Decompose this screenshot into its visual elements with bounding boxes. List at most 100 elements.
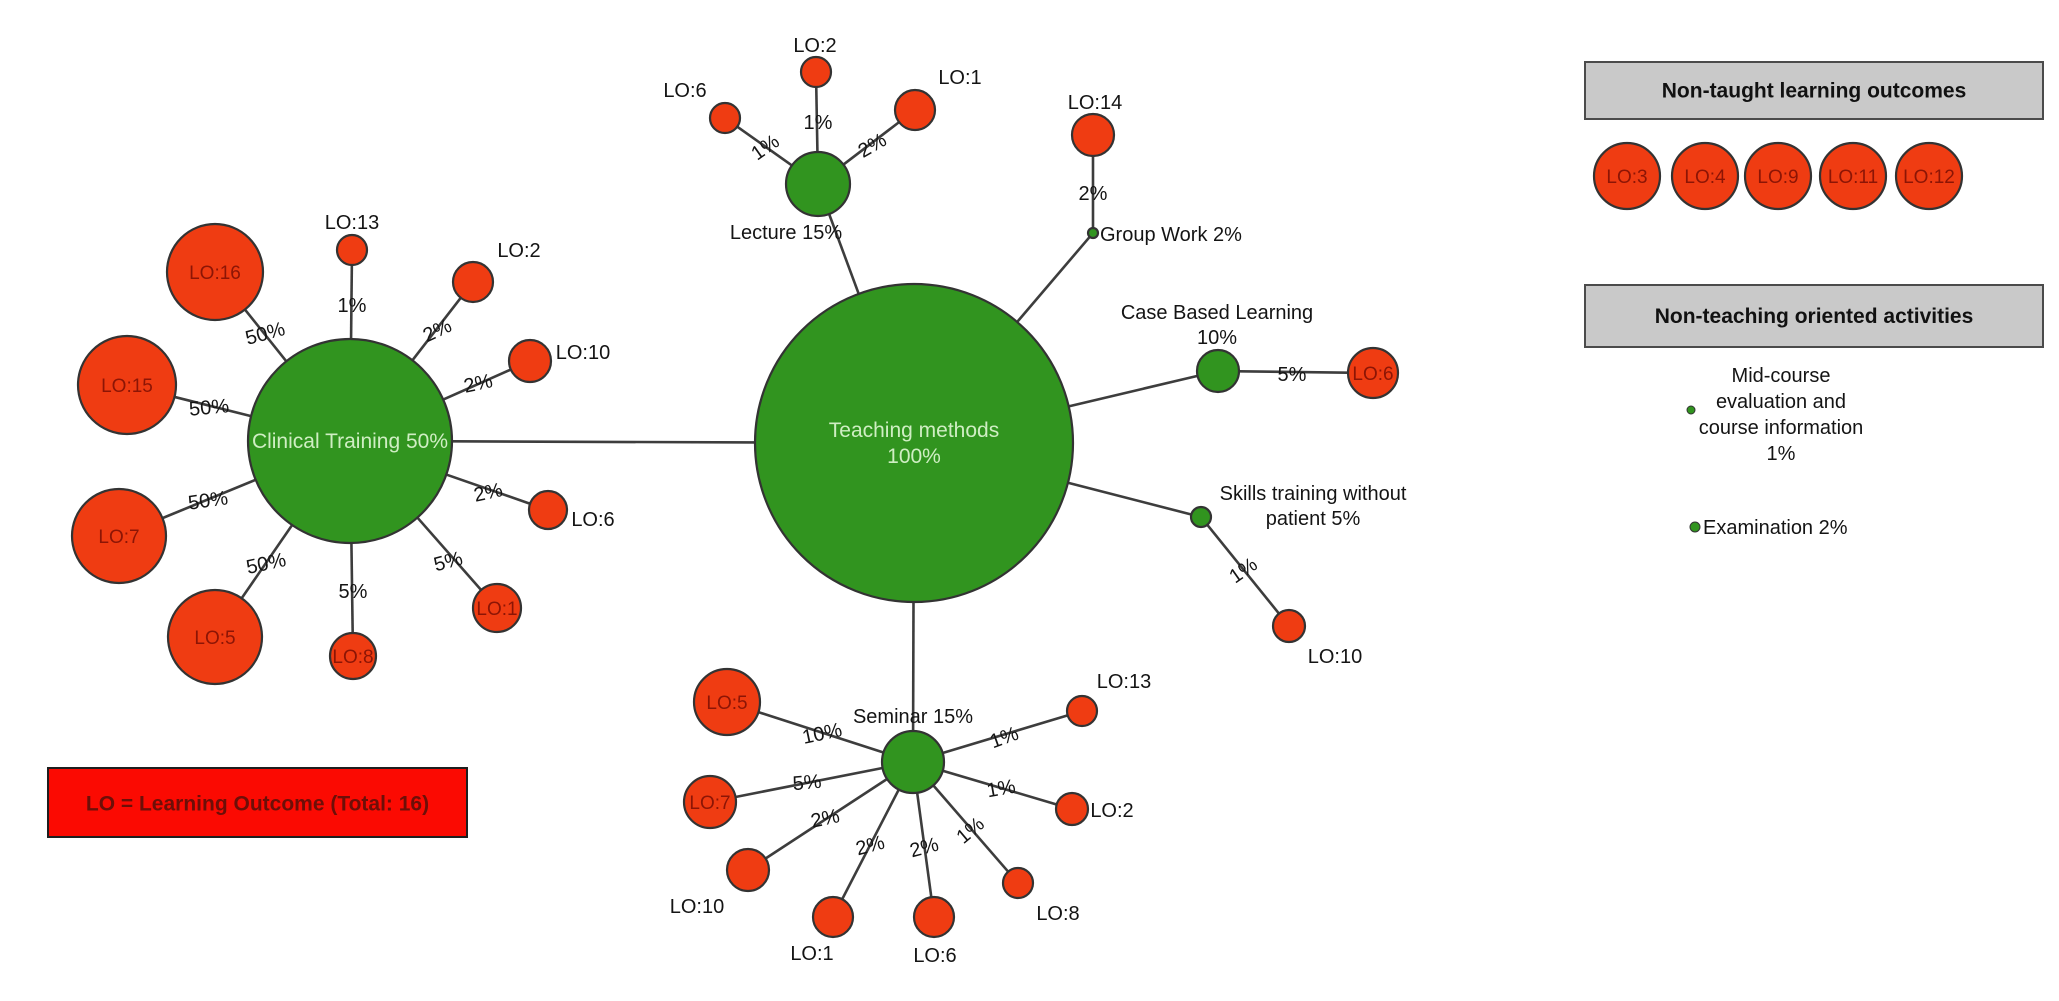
- legend-activity-text-0: Mid-course: [1732, 365, 1831, 387]
- node-label-c13: LO:13: [325, 212, 379, 234]
- edge-percent-label: 1%: [747, 130, 783, 165]
- edge-percent-label: 1%: [987, 723, 1022, 754]
- legend-activity-dot-0: [1686, 405, 1696, 415]
- edge-clinical-c5: [240, 524, 294, 600]
- node-label-c16: LO:16: [189, 263, 241, 284]
- edge-clinical-c15: [174, 395, 252, 418]
- edge-clinical-c16: [243, 308, 288, 363]
- node-label-lecture: Lecture 15%: [730, 222, 843, 244]
- legend-outcome-label: LO:11: [1828, 167, 1878, 188]
- edge-percent-label: 1%: [804, 112, 833, 134]
- node-label-se6: LO:6: [913, 945, 956, 967]
- node-label-se1: LO:1: [790, 943, 833, 965]
- node-label-c15: LO:15: [101, 376, 153, 397]
- node-label-se8: LO:8: [1036, 903, 1079, 925]
- edges-layer: [161, 86, 1349, 900]
- edge-percent-label: 2%: [907, 834, 941, 863]
- node-label-cbl: Case Based Learning: [1121, 302, 1313, 324]
- node-label-se2: LO:2: [1090, 800, 1133, 822]
- edge-seminar-se7: [735, 766, 883, 799]
- legend-non-taught-box: [1584, 61, 2044, 120]
- edge-seminar-se13: [942, 714, 1069, 755]
- outcome-node-c7: [70, 487, 168, 585]
- edge-seminar-se10: [764, 777, 888, 860]
- node-label-l2: LO:2: [793, 35, 836, 57]
- edge-teaching-skills: [1067, 481, 1192, 516]
- node-label-seminar: Seminar 15%: [853, 706, 973, 728]
- edge-percent-label: 5%: [431, 548, 465, 577]
- outcome-node-c15: [76, 334, 178, 436]
- legend-non-taught: Non-taught learning outcomes LO:3 LO:4 LO:9…: [1584, 61, 2044, 211]
- node-label-c1: LO:1: [476, 599, 517, 620]
- edge-seminar-se8: [932, 784, 1010, 873]
- node-label-skills: patient 5%: [1266, 508, 1361, 530]
- edge-percent-label: 1%: [1225, 553, 1261, 588]
- node-label-cb6: LO:6: [1352, 364, 1393, 385]
- outcome-node-l6: [708, 101, 742, 135]
- node-label-l1: LO:1: [938, 67, 981, 89]
- edge-seminar-se2: [942, 769, 1058, 806]
- outcome-node-c5: [166, 588, 264, 686]
- edge-clinical-c8: [350, 542, 354, 634]
- legend-outcome-label: LO:12: [1903, 167, 1955, 188]
- outcome-node-se2: [1054, 791, 1090, 827]
- node-label-se10: LO:10: [670, 896, 724, 918]
- outcome-node-c16: [165, 222, 265, 322]
- activity-node-teaching: [753, 282, 1075, 604]
- outcome-node-c2: [451, 260, 495, 304]
- node-label-c10: LO:10: [556, 342, 610, 364]
- outcome-node-g14: [1070, 112, 1116, 158]
- node-label-c2: LO:2: [497, 240, 540, 262]
- legend-non-teaching-box: [1584, 284, 2044, 348]
- edge-lecture-l2: [814, 86, 819, 153]
- outcome-node-se10: [725, 847, 771, 893]
- node-label-clinical: Clinical Training 50%: [252, 430, 448, 453]
- edge-clinical-c2: [411, 297, 462, 362]
- activity-node-lecture: [784, 150, 852, 218]
- legend-outcome-label: LO:9: [1757, 167, 1798, 188]
- edge-teaching-groupwork: [1016, 235, 1091, 323]
- legend-outcome-node-LO:12: [1894, 141, 1964, 211]
- edge-percent-label: 5%: [339, 581, 368, 603]
- outcome-node-c6: [527, 489, 569, 531]
- legend-activity-text-1: Examination 2%: [1703, 517, 1848, 539]
- lo-note-box: LO = Learning Outcome (Total: 16): [47, 767, 468, 838]
- edge-percent-label: 2%: [853, 832, 887, 861]
- legend-outcome-label: LO:4: [1684, 167, 1726, 188]
- node-label-groupwork: Group Work 2%: [1100, 224, 1242, 246]
- node-label-c6: LO:6: [571, 509, 614, 531]
- legends-layer: Non-taught learning outcomes LO:3 LO:4 LO:9…: [47, 61, 2044, 838]
- edge-percent-label: 5%: [792, 771, 823, 795]
- node-label-c5: LO:5: [194, 628, 235, 649]
- edge-seminar-se6: [915, 792, 933, 898]
- legend-activity-text-0: course information: [1699, 417, 1864, 439]
- edge-seminar-se1: [841, 788, 900, 900]
- outcome-node-s10: [1271, 608, 1307, 644]
- edge-clinical-c7: [161, 478, 257, 520]
- legend-non-teaching: Non-teaching oriented activities Mid-cour…: [1584, 284, 2044, 539]
- edge-clinical-c10: [442, 368, 512, 401]
- node-label-g14: LO:14: [1068, 92, 1122, 114]
- outcome-node-se8: [1001, 866, 1035, 900]
- edge-lecture-l1: [842, 121, 900, 166]
- outcome-node-se5: [692, 667, 762, 737]
- legend-activity-text-0: 1%: [1767, 443, 1796, 465]
- edge-seminar-se5: [758, 710, 884, 754]
- outcome-node-se1: [811, 895, 855, 939]
- outcome-node-c10: [507, 338, 553, 384]
- lo-note-rect: [47, 767, 468, 838]
- edge-teaching-cbl: [1068, 374, 1198, 408]
- outcome-node-cb6: [1346, 346, 1400, 400]
- edge-percent-label: 2%: [809, 805, 842, 833]
- outcome-node-l2: [799, 55, 833, 89]
- node-label-cbl: 10%: [1197, 327, 1237, 349]
- edge-cbl-cb6: [1238, 369, 1349, 374]
- edge-clinical-c1: [416, 516, 483, 591]
- activity-node-seminar: [880, 729, 946, 795]
- legend-outcome-node-LO:9: [1743, 141, 1813, 211]
- edge-percent-label: 1%: [338, 295, 367, 317]
- node-label-teaching: 100%: [887, 445, 941, 468]
- legend-non-taught-title: Non-taught learning outcomes: [1662, 80, 1967, 103]
- legend-activity-text-0: evaluation and: [1716, 391, 1846, 413]
- legend-outcome-node-LO:3: [1592, 141, 1662, 211]
